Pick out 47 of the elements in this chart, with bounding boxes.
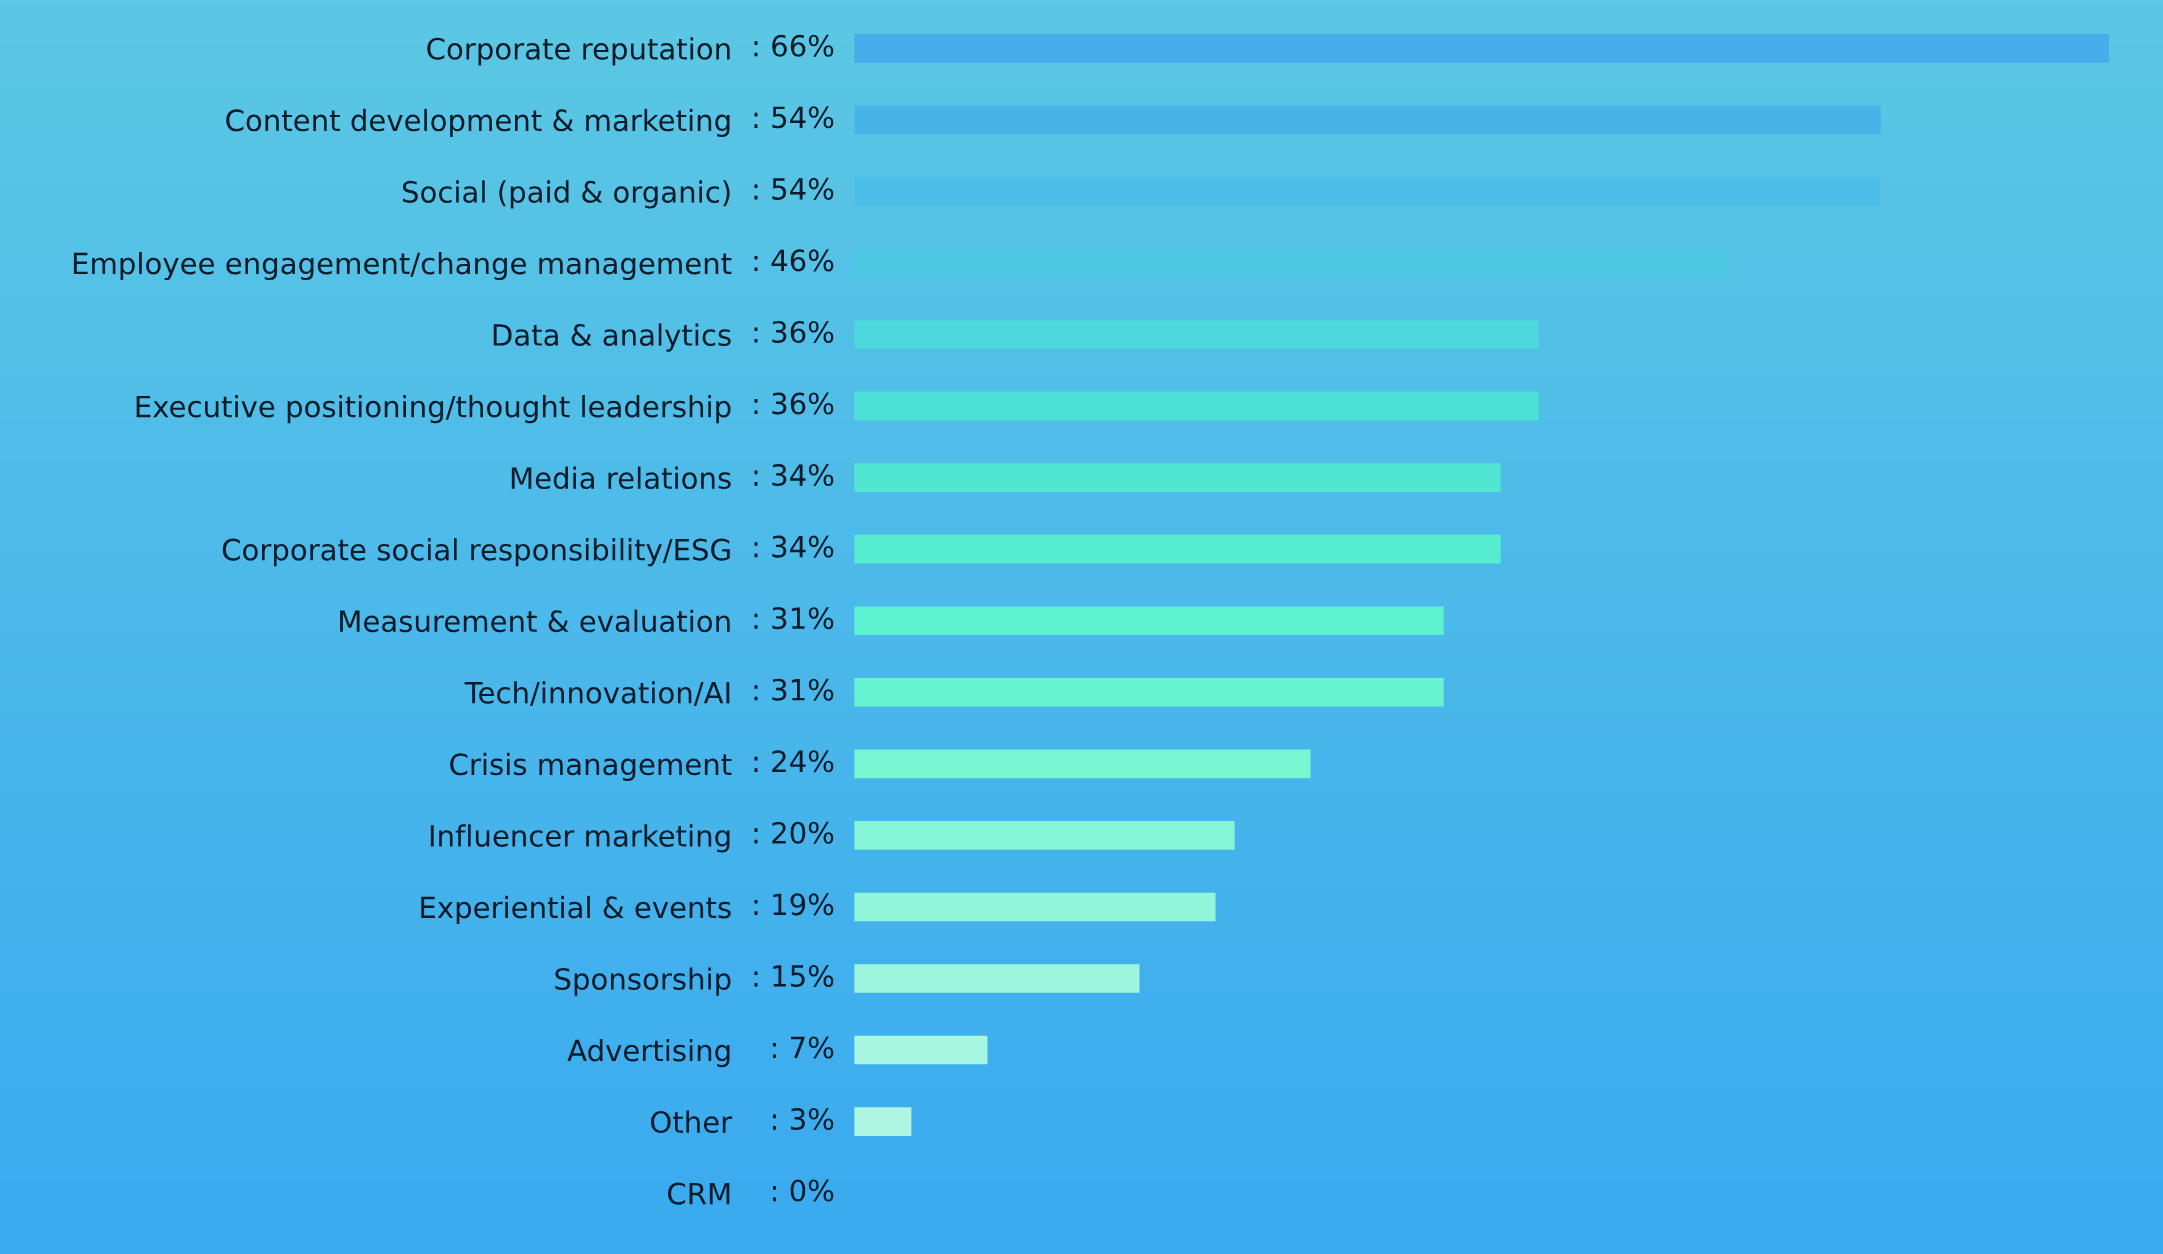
bar (854, 1107, 912, 1136)
data-label: : 15% (754, 964, 834, 987)
data-label: : 31% (754, 607, 834, 630)
data-label: : 24% (754, 750, 834, 773)
data-label: : 66% (754, 34, 834, 57)
y-tick-label: Corporate social responsibility/ESG (222, 538, 730, 567)
y-tick-label: Measurement & evaluation (340, 609, 730, 633)
y-tick-label: Media relations (511, 466, 731, 490)
y-tick-label: Advertising (567, 1038, 730, 1068)
bar (854, 534, 1501, 564)
y-tick-label: Tech/innovation/AI (464, 681, 730, 707)
data-label: : 54% (754, 106, 834, 129)
data-label: : 36% (754, 320, 834, 343)
bar (854, 320, 1539, 349)
y-tick-label: Other (650, 1110, 733, 1134)
bar (854, 1035, 988, 1065)
bar (854, 821, 1235, 850)
y-tick-label: Crisis management (450, 752, 732, 781)
y-tick-label: Sponsorship (555, 967, 731, 996)
y-tick-label: Executive positioning/thought leadership (136, 394, 731, 424)
bar (854, 391, 1539, 421)
data-label: : 46% (754, 249, 834, 272)
y-tick-label: CRM (668, 1182, 730, 1205)
data-label: : 20% (754, 821, 834, 844)
data-label: : 54% (754, 177, 834, 200)
y-tick-label: Experiential & events (421, 895, 731, 925)
bar (854, 964, 1140, 993)
data-label: : 0% (772, 1179, 834, 1202)
y-tick-label: Employee engagement/change management (73, 251, 732, 281)
y-tick-label: Content development & marketing (226, 108, 730, 138)
data-label: : 34% (754, 535, 834, 558)
data-label: : 7% (772, 1036, 834, 1059)
y-tick-label: Corporate reputation (427, 37, 730, 66)
y-tick-label: Data & analytics (493, 323, 731, 352)
y-tick-label: Influencer marketing (430, 824, 730, 853)
data-label: : 3% (772, 1107, 834, 1131)
y-tick-label: Social (paid & organic) (402, 180, 730, 209)
data-label: : 19% (754, 893, 834, 916)
bar (854, 34, 2109, 63)
bar (854, 677, 1444, 707)
data-label: : 31% (754, 678, 834, 701)
bar (854, 892, 1216, 922)
data-label: : 36% (754, 392, 834, 415)
bar (854, 606, 1444, 636)
data-label: : 34% (754, 464, 834, 487)
bar (854, 749, 1311, 779)
bar (854, 463, 1501, 492)
